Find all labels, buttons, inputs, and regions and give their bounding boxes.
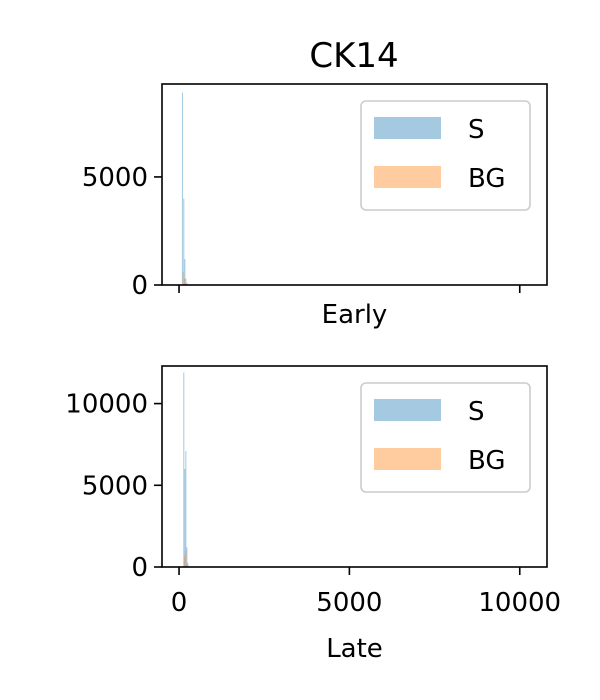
bar-bg-2 [186, 562, 188, 567]
legend [360, 100, 531, 211]
legend-label-bg: BG [468, 446, 506, 476]
axes-frame [161, 365, 548, 568]
legend-label-s: S [468, 397, 485, 427]
x-axis-label: Early [322, 300, 388, 330]
bar-s-0 [181, 92, 183, 286]
legend-swatch-bg [374, 166, 441, 188]
bar-s-3 [185, 278, 187, 285]
legend [360, 382, 531, 493]
x-axis-label: Late [326, 634, 383, 664]
ytick-label: 10000 [65, 390, 148, 420]
ytick-label: 5000 [82, 163, 148, 193]
bar-bg-1 [183, 278, 185, 285]
xtick-label: 0 [171, 588, 188, 618]
bar-s-0 [183, 372, 185, 567]
panel-late: 0 5000 10000 0 5000 10000 Late S BG [65, 365, 561, 664]
legend-swatch-s [374, 399, 441, 421]
bar-bg-2 [185, 283, 187, 285]
bar-s-3 [186, 547, 188, 567]
legend-swatch-s [374, 117, 441, 139]
bar-bg-0 [182, 272, 184, 285]
ytick-label: 0 [131, 271, 148, 301]
ytick-label: 5000 [82, 471, 148, 501]
panel-early: 0 5000 Early S BG [82, 83, 548, 330]
bar-s-4 [186, 282, 188, 285]
bar-bg-0 [183, 555, 185, 567]
ytick-label: 0 [131, 553, 148, 583]
bar-s-2 [185, 450, 187, 567]
bar-s-1 [183, 198, 185, 285]
bar-s-2 [184, 259, 186, 285]
axes-frame [161, 83, 548, 286]
chart-title: CK14 [309, 36, 398, 76]
bar-s-1 [184, 468, 186, 567]
xtick-label: 5000 [316, 588, 382, 618]
legend-label-bg: BG [468, 164, 506, 194]
legend-swatch-bg [374, 448, 441, 470]
bar-bg-1 [185, 550, 187, 567]
legend-label-s: S [468, 115, 485, 145]
bar-s-4 [187, 563, 189, 567]
xtick-label: 10000 [478, 588, 561, 618]
